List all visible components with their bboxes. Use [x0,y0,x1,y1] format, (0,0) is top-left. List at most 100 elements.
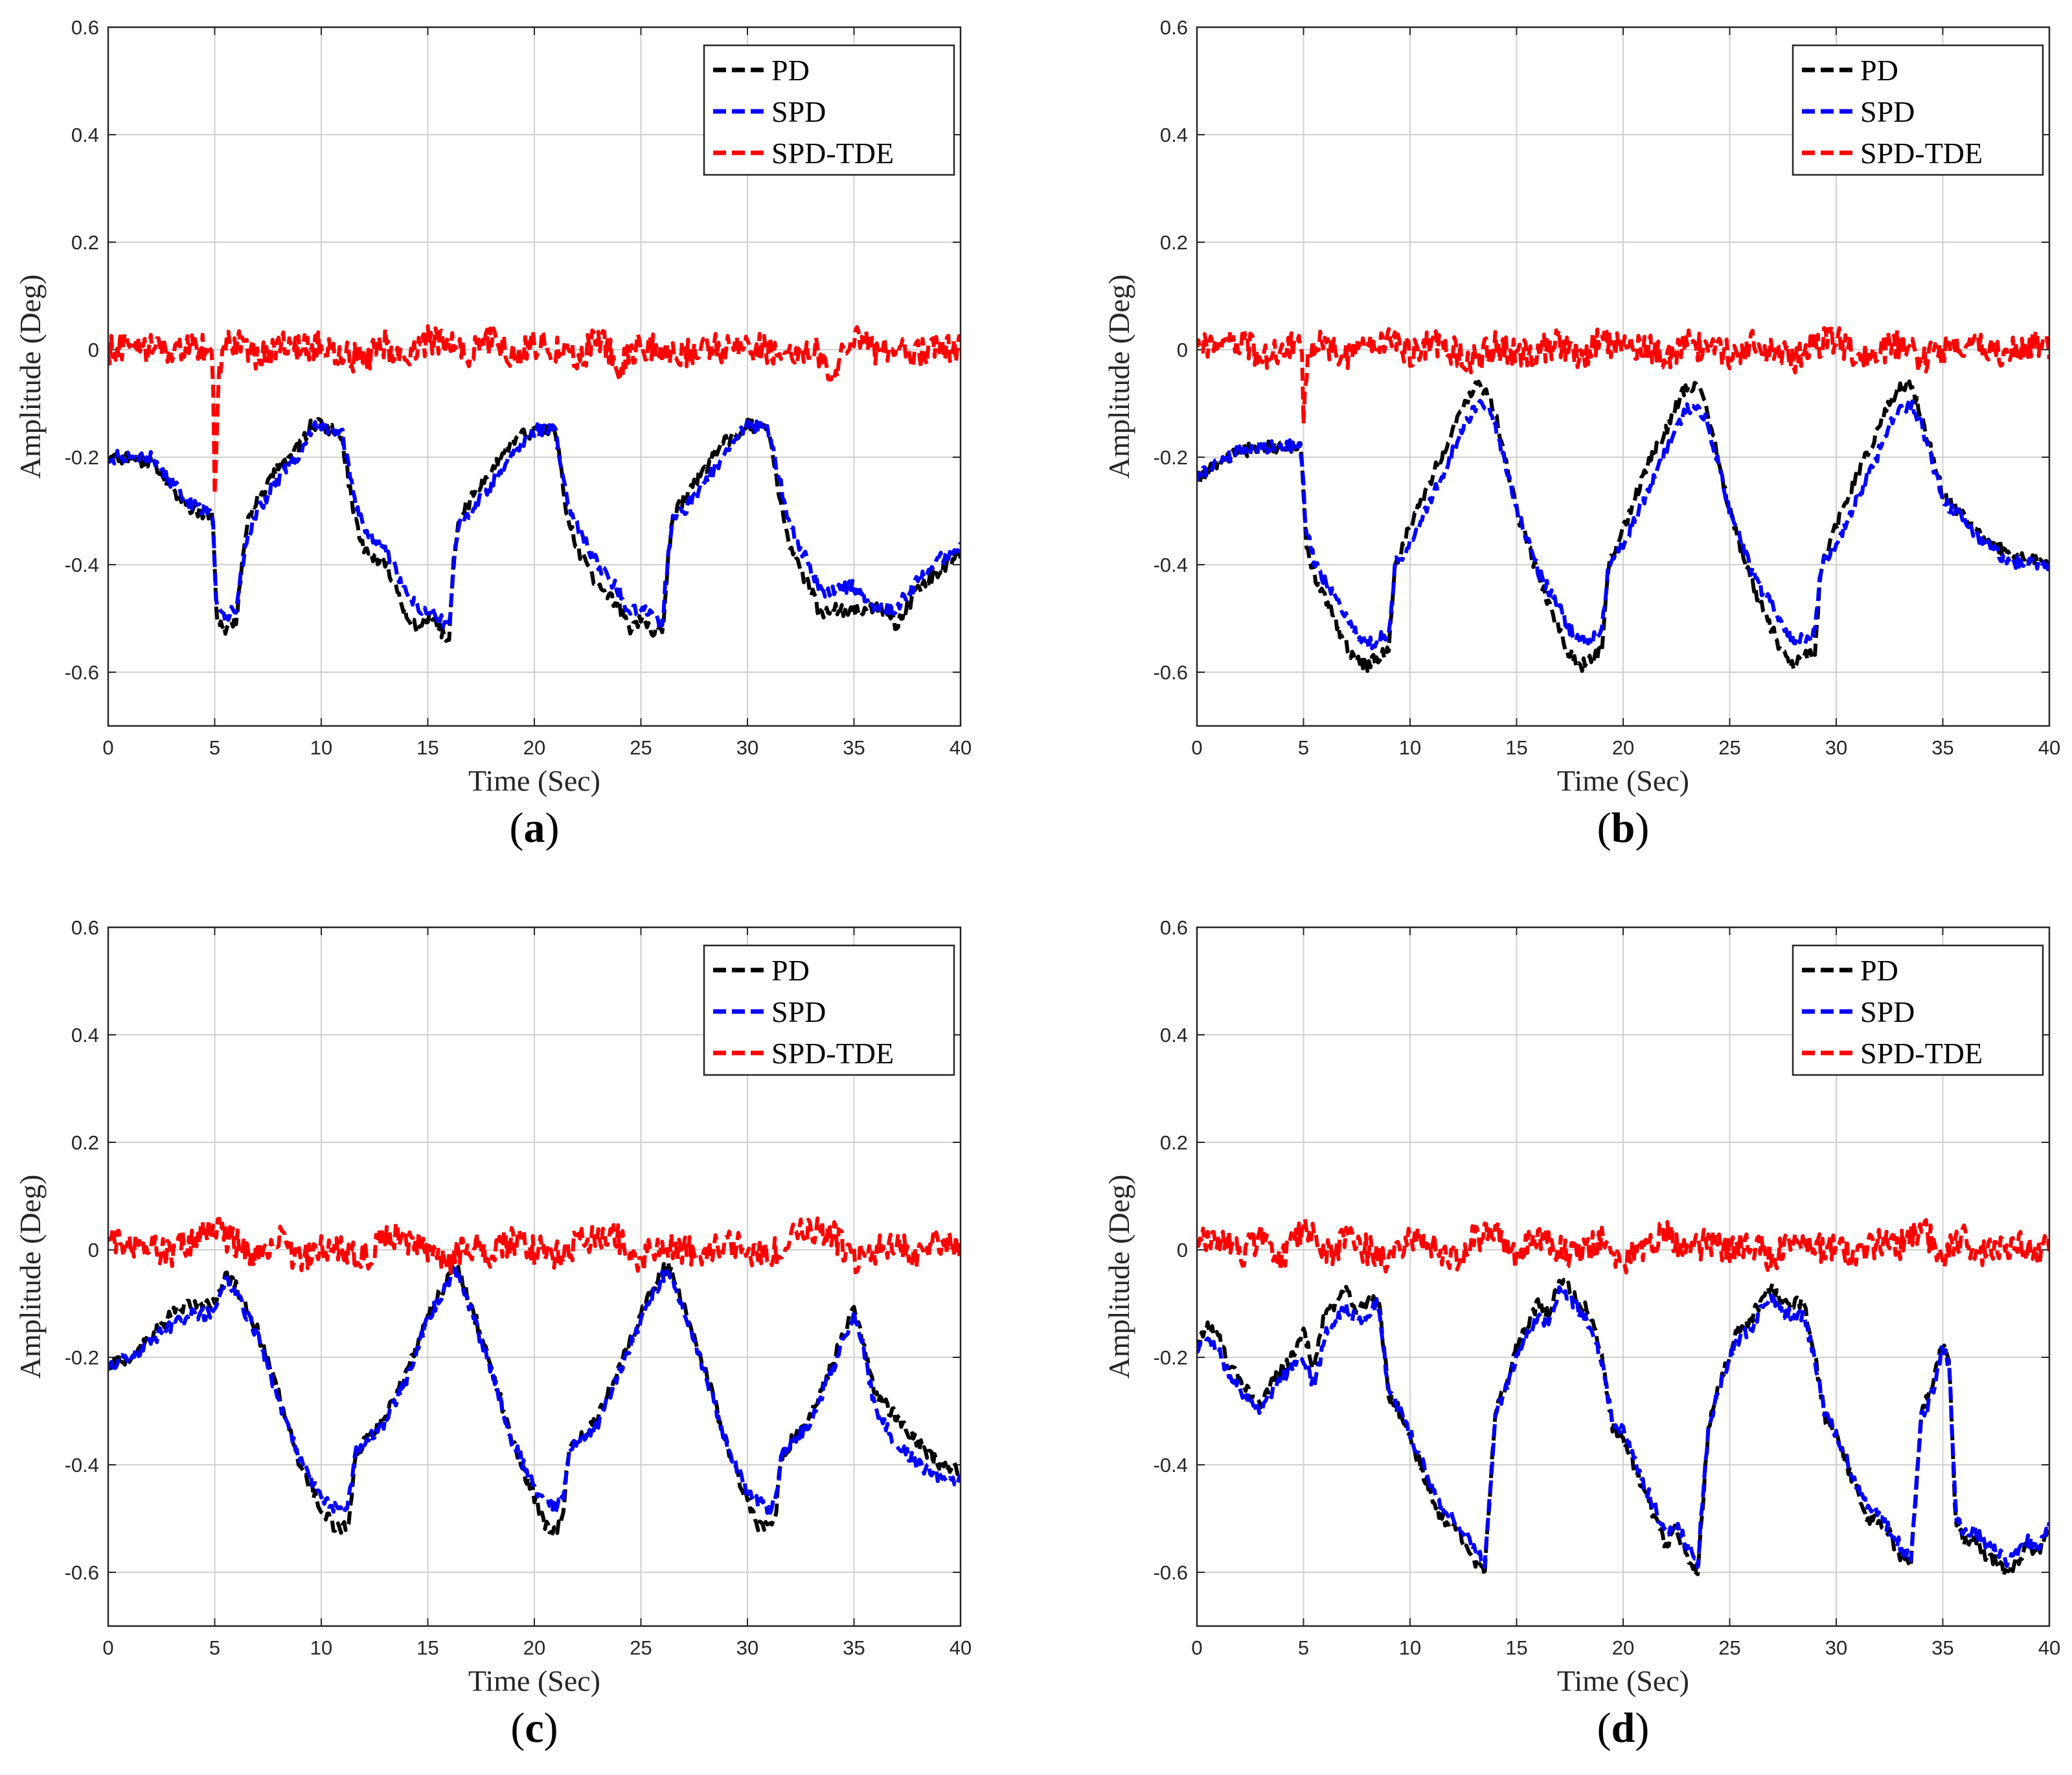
y-tick-label: -0.4 [65,554,99,576]
x-tick-label: 5 [209,736,220,759]
y-axis-label: Amplitude (Deg) [1102,275,1135,479]
x-tick-label: 40 [2038,1636,2060,1659]
series-line-spd-tde [108,324,961,497]
series-line-pd [1197,379,2049,673]
legend-label-spd-tde: SPD-TDE [1860,137,1983,170]
caption-open-paren: ( [1597,804,1611,852]
y-tick-label: -0.2 [65,446,99,469]
x-tick-label: 15 [416,736,438,759]
caption-close-paren: ) [1635,1704,1649,1752]
series-line-spd [1197,398,2049,651]
x-tick-label: 20 [1612,736,1634,759]
series-line-spd [1197,1285,2049,1569]
x-tick-label: 35 [843,736,865,759]
legend: PD SPD SPD-TDE [1792,44,2044,176]
y-tick-label: 0 [88,1239,99,1261]
legend-label-spd: SPD [1860,95,1915,128]
y-tick-label: -0.6 [1154,1561,1188,1584]
chart-panel-c: 0 5 10 15 20 25 30 35 40 -0.6 -0.4 -0.2 0 0.2 0.4 0.6 Ti… [14,916,972,1752]
x-tick-label: 30 [736,736,758,759]
x-tick-label: 35 [1931,736,1953,759]
y-axis-label: Amplitude (Deg) [1102,1175,1135,1379]
legend-label-spd: SPD [1860,995,1915,1028]
panel-caption: (c) [510,1704,558,1752]
legend-label-spd-tde: SPD-TDE [771,1037,894,1070]
axes-box [1196,926,2051,1627]
y-tick-label: -0.4 [1154,1454,1188,1476]
y-tick-label: 0.4 [71,1024,99,1046]
x-tick-label: 25 [630,736,652,759]
chart-panel-d: 0 5 10 15 20 25 30 35 40 -0.6 -0.4 -0.2 0 0.2 0.4 0.6 Ti… [1102,916,2060,1752]
legend: PD SPD SPD-TDE [1792,944,2044,1076]
series-line-spd-tde [1197,324,2049,426]
caption-open-paren: ( [1597,1704,1611,1752]
caption-letter: c [525,1704,543,1752]
x-tick-label: 35 [843,1636,865,1659]
y-tick-label: 0.2 [71,231,99,254]
x-tick-label: 40 [2038,736,2060,759]
x-tick-label: 10 [310,736,332,759]
legend-box [703,44,955,176]
x-tick-label: 0 [1191,1636,1202,1659]
caption-letter: d [1611,1704,1635,1752]
x-tick-label: 0 [1191,736,1202,759]
x-tick-label: 0 [102,736,113,759]
x-tick-label: 40 [950,736,972,759]
x-tick-label: 15 [1505,1636,1527,1659]
y-tick-label: -0.6 [65,661,99,684]
x-tick-label: 30 [1825,1636,1847,1659]
y-tick-label: -0.2 [1154,1346,1188,1369]
x-tick-label: 20 [1612,1636,1634,1659]
y-axis-label: Amplitude (Deg) [14,1175,47,1379]
y-tick-label: 0.2 [1160,1131,1188,1154]
x-axis-label: Time (Sec) [1557,1664,1689,1697]
x-tick-label: 5 [1298,1636,1309,1659]
x-axis-label: Time (Sec) [468,1664,600,1697]
legend-label-spd: SPD [771,95,826,128]
y-tick-label: 0.4 [1160,124,1188,146]
x-tick-label: 10 [1399,1636,1421,1659]
series-group [108,324,961,643]
series-line-spd-tde [1197,1217,2049,1275]
legend: PD SPD SPD-TDE [703,44,955,176]
series-group [1197,1217,2049,1578]
x-tick-label: 5 [209,1636,220,1659]
y-tick-label: 0.2 [71,1131,99,1154]
panel-caption: (b) [1597,804,1650,852]
legend-label-spd-tde: SPD-TDE [1860,1037,1983,1070]
legend-box [1792,944,2044,1076]
series-line-pd [108,416,961,643]
x-axis-label: Time (Sec) [1557,764,1689,797]
x-tick-label: 10 [310,1636,332,1659]
y-tick-label: -0.2 [1154,446,1188,469]
y-tick-label: -0.6 [1154,661,1188,684]
legend-box [1792,44,2044,176]
y-tick-label: 0.2 [1160,231,1188,254]
x-tick-label: 15 [416,1636,438,1659]
x-tick-label: 10 [1399,736,1421,759]
panel-caption: (a) [510,804,560,852]
legend-label-pd: PD [1860,54,1898,87]
axes-box [1196,26,2051,727]
x-tick-label: 30 [736,1636,758,1659]
y-tick-label: 0.4 [1160,1024,1188,1046]
y-axis-label: Amplitude (Deg) [14,275,47,479]
y-tick-label: -0.2 [65,1346,99,1369]
x-tick-label: 40 [950,1636,972,1659]
x-tick-label: 5 [1298,736,1309,759]
axes-box [107,26,962,727]
legend: PD SPD SPD-TDE [703,944,955,1076]
x-tick-label: 20 [523,1636,545,1659]
chart-panel-b: 0 5 10 15 20 25 30 35 40 -0.6 -0.4 -0.2 0 0.2 0.4 0.6 Ti… [1102,16,2060,852]
caption-letter: b [1611,804,1635,852]
series-group [1197,324,2049,673]
caption-close-paren: ) [545,804,560,852]
caption-close-paren: ) [544,1704,558,1752]
caption-open-paren: ( [510,804,524,852]
x-tick-label: 0 [102,1636,113,1659]
y-tick-label: 0.6 [71,16,99,39]
caption-close-paren: ) [1635,804,1649,852]
series-line-pd [108,1260,961,1536]
x-tick-label: 30 [1825,736,1847,759]
